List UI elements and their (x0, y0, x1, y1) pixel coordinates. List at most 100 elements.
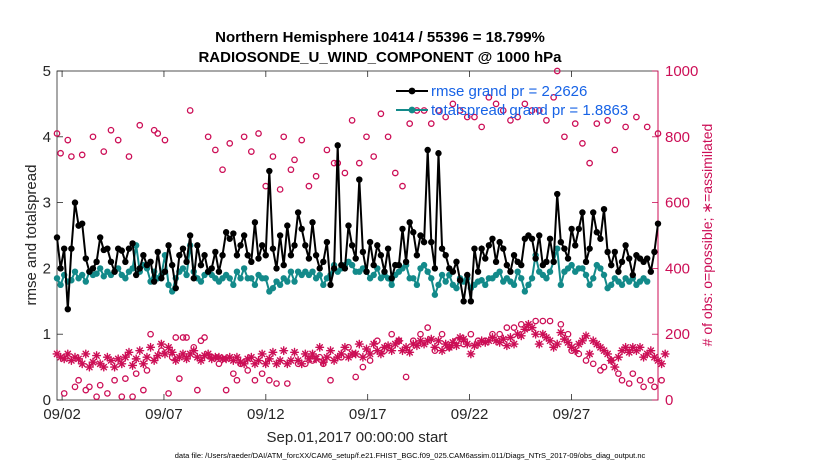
obs-possible-marker (510, 324, 518, 331)
asterisk-stroke (86, 363, 93, 371)
obs-possible-marker (204, 133, 212, 141)
legend-label: rmse grand pr = 2.2626 (431, 83, 587, 100)
rmse-marker (237, 242, 244, 249)
obs-assimilated-marker (59, 354, 69, 364)
obs-assimilated-marker (304, 354, 314, 364)
asterisk-stroke (427, 335, 435, 343)
asterisk-stroke (625, 348, 633, 356)
obs-assimilated-marker (577, 336, 587, 346)
obs-possible-marker (136, 121, 144, 129)
asterisk-stroke (287, 357, 295, 364)
obs-assimilated-marker (585, 349, 595, 359)
x-tick-label: 09/22 (451, 406, 489, 423)
spread-marker (53, 275, 61, 282)
y-right-tick-label: 400 (665, 260, 690, 277)
spread-marker (413, 281, 421, 289)
rmse-marker (626, 255, 633, 262)
obs-assimilated-marker (354, 339, 364, 349)
rmse-marker (240, 232, 248, 239)
asterisk-stroke (597, 344, 604, 351)
rmse-marker (150, 278, 158, 285)
asterisk-stroke (190, 347, 198, 355)
rmse-marker (194, 242, 201, 249)
obs-assimilated-marker (63, 349, 73, 359)
asterisk-stroke (622, 344, 629, 351)
rmse-marker (575, 225, 583, 233)
obs-possible-marker (363, 133, 370, 141)
asterisk-stroke (514, 330, 522, 338)
rmse-marker (248, 258, 255, 266)
obs-assimilated-marker (459, 334, 469, 344)
rmse-marker (420, 238, 428, 246)
asterisk-stroke (629, 344, 637, 351)
asterisk-stroke (312, 355, 320, 363)
obs-assimilated-marker (351, 349, 361, 359)
rmse-marker (330, 265, 338, 272)
obs-possible-marker (150, 126, 158, 134)
obs-possible-marker (582, 357, 590, 364)
y-right-tick-label: 0 (665, 392, 673, 409)
asterisk-stroke (564, 339, 572, 346)
obs-assimilated-marker (660, 349, 670, 359)
asterisk-stroke (294, 357, 302, 364)
rmse-marker (284, 222, 291, 229)
rmse-marker (356, 176, 363, 183)
obs-possible-marker (147, 330, 154, 338)
obs-assimilated-marker (117, 359, 127, 369)
rmse-marker (582, 258, 590, 266)
asterisk-stroke (510, 340, 518, 348)
obs-assimilated-marker (451, 341, 461, 351)
rmse-marker (489, 235, 496, 242)
asterisk-stroke (525, 320, 532, 328)
obs-assimilated-marker (88, 357, 98, 367)
rmse-marker (302, 242, 309, 249)
obs-possible-marker (107, 126, 115, 134)
spread-marker (287, 268, 295, 275)
spread-marker (608, 281, 615, 289)
asterisk-stroke (316, 344, 324, 351)
asterisk-stroke (377, 350, 385, 358)
asterisk-stroke (507, 334, 514, 341)
obs-assimilated-marker (257, 349, 267, 359)
asterisk-stroke (140, 360, 147, 368)
rmse-marker (258, 242, 266, 249)
rmse-marker (291, 242, 298, 249)
obs-assimilated-marker (308, 349, 318, 359)
obs-assimilated-marker (182, 354, 192, 364)
obs-possible-marker (557, 320, 565, 328)
spread-marker (510, 281, 518, 289)
asterisk-stroke (467, 350, 475, 358)
obs-assimilated-marker (286, 356, 296, 366)
rmse-marker (215, 268, 223, 275)
rmse-marker (104, 245, 111, 252)
rmse-marker (161, 268, 169, 275)
asterisk-stroke (114, 355, 122, 363)
obs-assimilated-marker (505, 332, 515, 342)
rmse-marker (147, 258, 154, 266)
asterisk-stroke (247, 353, 255, 361)
spread-marker (348, 261, 356, 269)
rmse-marker (543, 258, 550, 266)
rmse-marker (564, 255, 572, 262)
obs-possible-marker (57, 149, 64, 157)
asterisk-stroke (165, 344, 172, 351)
spread-marker (320, 281, 327, 289)
rmse-marker (230, 230, 237, 237)
asterisk-stroke (651, 353, 658, 361)
asterisk-stroke (579, 337, 586, 345)
rmse-marker (276, 232, 284, 239)
obs-assimilated-marker (520, 324, 530, 334)
asterisk-stroke (158, 340, 165, 348)
obs-possible-marker (255, 130, 262, 137)
obs-possible-marker (561, 133, 568, 141)
spread-marker (554, 245, 561, 252)
y-right-tick-label: 200 (665, 326, 690, 343)
spread-marker (590, 275, 597, 282)
obs-possible-marker (399, 182, 406, 190)
rmse-marker (507, 268, 514, 275)
obs-assimilated-marker (77, 359, 87, 369)
asterisk-stroke (571, 347, 579, 355)
spread-marker (586, 281, 593, 289)
rmse-marker (197, 261, 205, 269)
obs-possible-marker (543, 117, 550, 124)
